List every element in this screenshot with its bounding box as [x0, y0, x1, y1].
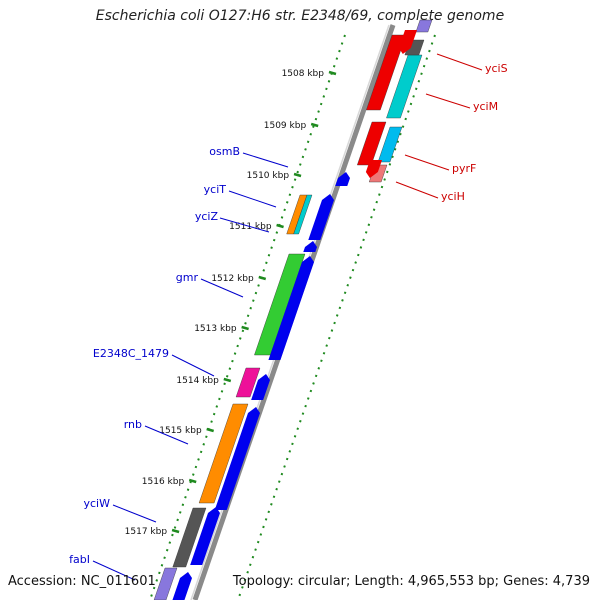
gene-block-purple — [415, 19, 433, 33]
genome-summary-text: Topology: circular; Length: 4,965,553 bp… — [232, 574, 590, 589]
leader-line-yciM — [425, 93, 471, 109]
gene-block-E2348C_1479 — [235, 367, 261, 398]
tick-mark — [223, 377, 232, 383]
tick-mark — [310, 122, 319, 128]
forward-arrow-5 — [214, 407, 260, 510]
tick-mark — [293, 172, 302, 178]
gene-block-fabI — [153, 567, 178, 600]
leader-line-rnb — [144, 425, 189, 445]
tick-label: 1514 kbp — [176, 376, 219, 386]
gene-block-pyrF — [377, 126, 403, 163]
tick-mark — [276, 223, 284, 229]
gene-label-E2348C_1479: E2348C_1479 — [93, 347, 169, 360]
tick-mark — [241, 325, 249, 331]
gene-block-rnb — [198, 403, 249, 504]
gene-block-yciT — [293, 194, 313, 235]
gene-label-yciH: yciH — [441, 190, 465, 203]
tick-label: 1517 kbp — [125, 527, 168, 537]
forward-arrow-1 — [335, 172, 350, 186]
forward-arrow-4 — [251, 374, 270, 400]
tick-label: 1513 kbp — [194, 324, 237, 334]
gene-label-fabI: fabI — [69, 553, 90, 566]
gene-label-yciT: yciT — [204, 183, 227, 196]
gene-block-yciS — [366, 34, 407, 111]
leader-line-yciT — [228, 190, 277, 208]
leader-line-gmr — [200, 278, 244, 298]
forward-arrow-2 — [303, 241, 317, 252]
leader-line-yciW — [112, 504, 157, 523]
gene-label-yciZ: yciZ — [195, 210, 219, 223]
tick-mark — [328, 70, 337, 76]
accession-text: Accession: NC_011601 — [8, 574, 156, 589]
gene-label-pyrF: pyrF — [452, 162, 476, 175]
leader-line-fabI — [92, 560, 136, 581]
leader-line-yciH — [395, 181, 439, 199]
gene-label-yciS: yciS — [485, 62, 508, 75]
forward-arrow-0 — [308, 194, 334, 240]
genome-title: Escherichia coli O127:H6 str. E2348/69, … — [95, 8, 505, 24]
reverse-arrow-0 — [398, 30, 417, 54]
leader-line-E2348C_1479 — [171, 354, 215, 377]
tick-mark — [258, 275, 267, 281]
tick-mark — [171, 528, 180, 534]
gene-label-rnb: rnb — [124, 418, 142, 431]
gene-label-yciM: yciM — [473, 100, 498, 113]
tick-label: 1510 kbp — [247, 171, 290, 181]
forward-arrow-7 — [172, 572, 192, 600]
leader-line-pyrF — [404, 154, 450, 171]
tick-label: 1509 kbp — [264, 121, 307, 131]
gene-label-yciW: yciW — [84, 497, 111, 510]
outer-guide-left — [149, 34, 346, 600]
tick-label: 1508 kbp — [282, 69, 325, 79]
forward-arrow-6 — [190, 507, 220, 565]
leader-line-yciZ — [219, 217, 270, 233]
tick-mark — [206, 427, 215, 433]
gene-label-osmB: osmB — [209, 145, 240, 158]
gene-block-yciW — [172, 507, 207, 568]
tick-label: 1512 kbp — [211, 274, 254, 284]
gene-label-gmr: gmr — [176, 271, 199, 284]
tick-mark — [188, 478, 197, 484]
leader-line-yciS — [436, 53, 483, 71]
leader-line-osmB — [242, 152, 289, 168]
forward-arrow-3 — [268, 256, 314, 360]
tick-label: 1515 kbp — [159, 426, 202, 436]
reverse-arrow-1 — [365, 160, 382, 178]
tick-label: 1516 kbp — [142, 477, 185, 487]
